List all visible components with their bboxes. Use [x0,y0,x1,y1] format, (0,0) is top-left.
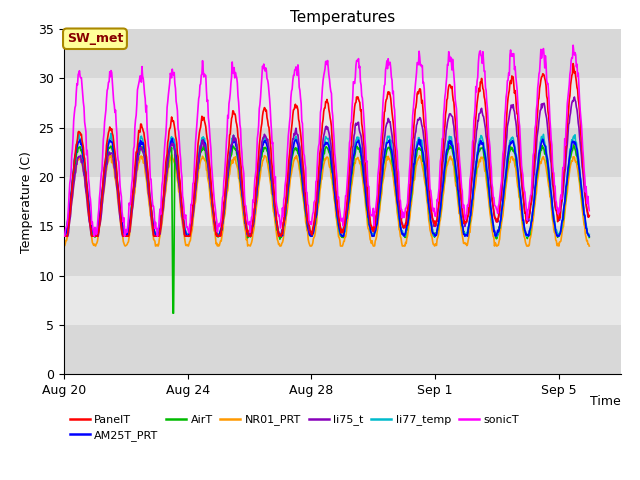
Text: Time: Time [590,395,621,408]
Bar [64,29,621,78]
Legend: PanelT, AM25T_PRT, AirT, NR01_PRT, li75_t, li77_temp, sonicT: PanelT, AM25T_PRT, AirT, NR01_PRT, li75_… [70,415,519,441]
Bar [64,78,621,128]
Text: SW_met: SW_met [67,32,123,45]
Bar [64,325,621,374]
Bar [64,276,621,325]
Bar [64,128,621,177]
Bar [64,177,621,226]
Bar [64,226,621,276]
Title: Temperatures: Temperatures [290,10,395,25]
Y-axis label: Temperature (C): Temperature (C) [20,151,33,252]
